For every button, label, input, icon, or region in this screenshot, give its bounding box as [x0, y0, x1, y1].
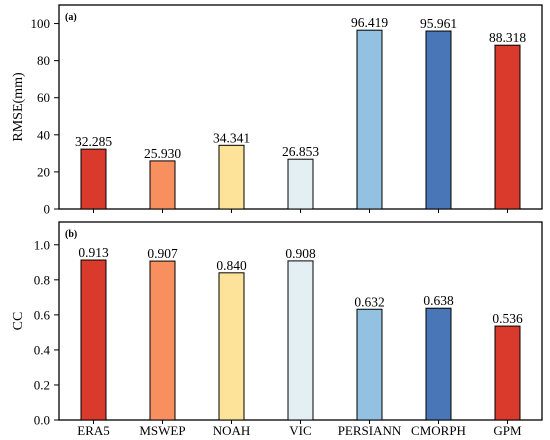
data-label: 34.341 — [213, 130, 250, 145]
bar-noah — [218, 272, 245, 421]
x-tick-label: VIC — [289, 423, 311, 438]
bar-vic — [287, 260, 314, 421]
y-axis-title: RMSE(mm) — [11, 72, 26, 142]
data-label: 96.419 — [351, 15, 388, 30]
bar-gpm — [494, 44, 521, 210]
panel-cc: 0.0 0.2 0.4 0.6 0.8 1.0 0.913 0.907 0.840 0.908 0.… — [11, 221, 543, 438]
y-tick-label: 0.2 — [34, 377, 50, 392]
y-tick-label: 40 — [37, 127, 50, 142]
bar-cmorph — [425, 30, 452, 210]
bar-gpm — [494, 325, 521, 421]
bar-vic — [287, 158, 314, 210]
bar-noah — [218, 144, 245, 210]
data-label: 0.840 — [216, 258, 247, 273]
data-label: 0.638 — [423, 293, 454, 308]
data-label: 25.930 — [144, 146, 181, 161]
bar-mswep — [149, 160, 176, 210]
data-label: 26.853 — [282, 144, 319, 159]
y-tick-label: 0.4 — [34, 342, 51, 357]
x-tick-label: ERA5 — [77, 423, 110, 438]
data-label: 0.536 — [492, 311, 523, 326]
bar-era5 — [80, 259, 107, 421]
y-tick-label: 20 — [37, 164, 50, 179]
y-tick-label: 100 — [31, 16, 51, 31]
data-label: 95.961 — [420, 16, 457, 31]
panel-rmse: 0 20 40 60 80 100 32.285 25.930 34.341 26.853 96.4… — [11, 4, 543, 217]
x-tick-label: GPM — [493, 423, 522, 438]
y-tick-label: 0.0 — [34, 413, 50, 428]
y-tick-label: 0.6 — [34, 307, 51, 322]
data-label: 88.318 — [489, 30, 526, 45]
data-label: 0.913 — [78, 245, 109, 260]
data-label: 32.285 — [75, 134, 112, 149]
x-tick-label: CMORPH — [411, 423, 466, 438]
x-tick-label: PERSIANN — [338, 423, 402, 438]
y-axis-title: CC — [11, 312, 26, 331]
y-tick-label: 0 — [44, 202, 51, 217]
panel-label: (a) — [65, 12, 77, 23]
bar-mswep — [149, 260, 176, 421]
data-label: 0.908 — [285, 246, 316, 261]
bar-persiann — [356, 308, 383, 421]
y-tick-label: 60 — [37, 90, 50, 105]
y-tick-label: 0.8 — [34, 272, 50, 287]
y-tick-label: 1.0 — [34, 237, 50, 252]
x-tick-label: MSWEP — [139, 423, 185, 438]
data-label: 0.632 — [354, 294, 384, 309]
bar-persiann — [356, 29, 383, 210]
bar-cmorph — [425, 307, 452, 421]
bar-era5 — [80, 148, 107, 210]
data-label: 0.907 — [147, 246, 178, 261]
y-tick-label: 80 — [37, 53, 50, 68]
panel-label: (b) — [65, 229, 77, 240]
x-tick-label: NOAH — [213, 423, 251, 438]
